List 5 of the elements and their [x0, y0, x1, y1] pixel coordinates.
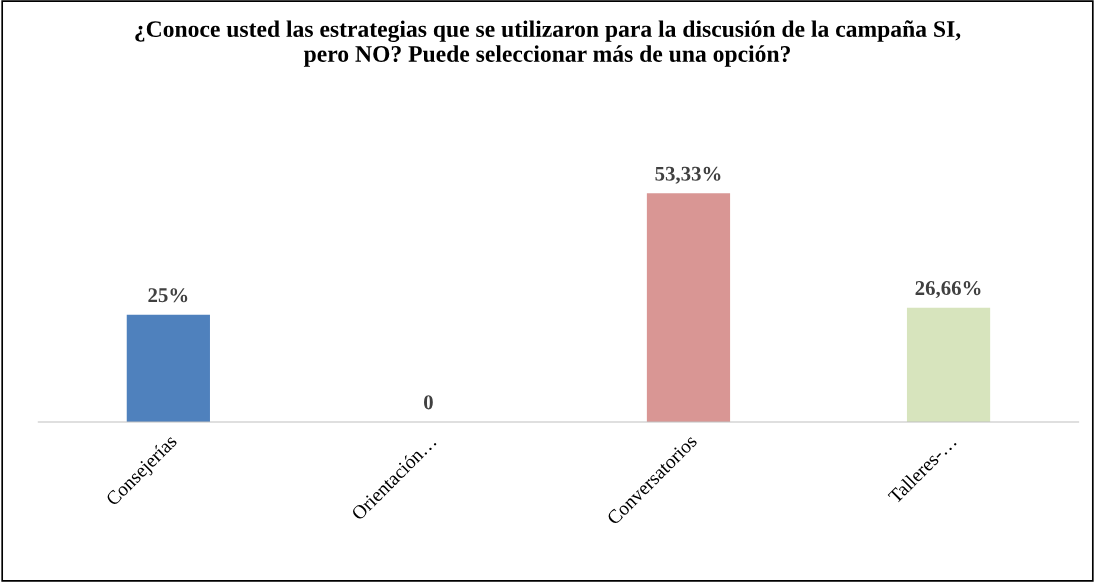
chart-title: ¿Conoce usted las estrategias que se utilizaron para la discusión de la campaña SI, pero NO? Puede seleccionar más de una opción? — [135, 20, 961, 67]
data-label: 26,66% — [915, 281, 981, 299]
data-label: 53,33% — [655, 166, 721, 184]
data-label: 0 — [424, 395, 433, 410]
data-label: 25% — [148, 288, 188, 303]
